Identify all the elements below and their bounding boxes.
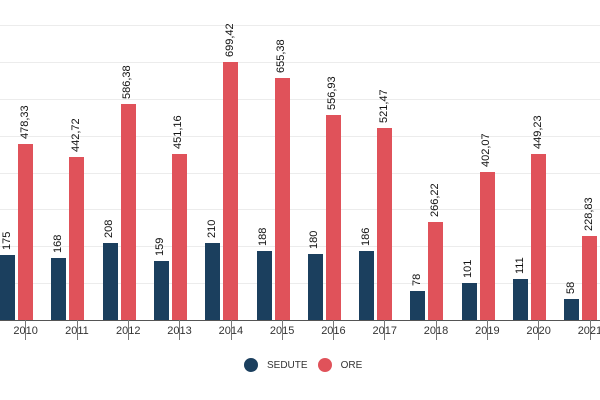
bar-ore[interactable] bbox=[274, 78, 290, 320]
gridline bbox=[0, 25, 600, 27]
bar-sedute[interactable] bbox=[410, 291, 426, 320]
data-label: 188 bbox=[257, 227, 269, 246]
data-label: 556,93 bbox=[326, 76, 339, 110]
x-axis-label: 2012 bbox=[116, 325, 141, 337]
data-label: 442,72 bbox=[69, 118, 82, 152]
legend-item-ore[interactable]: ORE bbox=[317, 358, 363, 372]
bar-sedute[interactable] bbox=[0, 255, 15, 320]
x-axis-tick bbox=[25, 320, 26, 340]
x-axis-tick bbox=[77, 320, 78, 340]
data-label: 168 bbox=[51, 234, 64, 254]
gridline bbox=[0, 246, 600, 248]
data-label: 451,16 bbox=[172, 115, 185, 149]
bar-ore[interactable] bbox=[223, 62, 239, 320]
x-axis-label: 2020 bbox=[526, 325, 551, 337]
bar-sedute[interactable] bbox=[205, 242, 221, 320]
data-label: 478,33 bbox=[18, 105, 31, 139]
x-axis-tick bbox=[590, 320, 591, 340]
x-axis-tick bbox=[179, 320, 180, 340]
x-axis-label: 2010 bbox=[13, 325, 38, 337]
data-label: 58 bbox=[564, 281, 577, 294]
x-axis-tick bbox=[538, 320, 539, 340]
bar-ore[interactable] bbox=[531, 154, 546, 320]
legend: SEDUTE ORE bbox=[244, 358, 372, 372]
gridline bbox=[0, 209, 600, 211]
gridline bbox=[0, 61, 600, 63]
bar-sedute[interactable] bbox=[51, 258, 67, 320]
bar-ore[interactable] bbox=[120, 103, 136, 320]
x-axis-label: 2021 bbox=[577, 325, 600, 337]
data-label: 699,42 bbox=[223, 23, 236, 58]
data-label: 228,83 bbox=[582, 196, 595, 231]
data-label: 449,23 bbox=[531, 115, 544, 150]
bar-ore[interactable] bbox=[377, 127, 393, 320]
x-axis-tick bbox=[333, 320, 334, 340]
bar-ore[interactable] bbox=[18, 143, 33, 320]
x-axis-label: 2019 bbox=[475, 325, 500, 337]
bar-ore[interactable] bbox=[325, 114, 341, 320]
x-axis-tick bbox=[487, 320, 488, 340]
data-label: 186 bbox=[359, 228, 372, 247]
data-label: 111 bbox=[513, 257, 526, 275]
bar-sedute[interactable] bbox=[564, 298, 580, 320]
data-label: 78 bbox=[410, 273, 423, 287]
x-axis-label: 2014 bbox=[218, 325, 244, 337]
bar-ore[interactable] bbox=[69, 156, 85, 320]
x-axis-label: 2011 bbox=[65, 325, 89, 337]
gridline bbox=[0, 135, 600, 137]
x-axis-label: 2017 bbox=[372, 325, 397, 337]
data-label: 180 bbox=[308, 230, 321, 249]
data-label: 101 bbox=[462, 259, 475, 278]
bar-sedute[interactable] bbox=[307, 253, 323, 320]
x-axis-tick bbox=[231, 320, 232, 340]
bar-ore[interactable] bbox=[428, 221, 444, 320]
x-axis-line bbox=[0, 320, 600, 321]
bar-ore[interactable] bbox=[171, 153, 187, 320]
x-axis-label: 2013 bbox=[167, 325, 192, 337]
bar-sedute[interactable] bbox=[461, 282, 477, 320]
bar-ore[interactable] bbox=[582, 235, 598, 320]
data-label: 586,38 bbox=[121, 65, 134, 99]
data-label: 266,22 bbox=[428, 183, 441, 217]
bar-sedute[interactable] bbox=[256, 250, 272, 320]
x-axis-label: 2018 bbox=[423, 325, 449, 337]
data-label: 175 bbox=[0, 232, 13, 251]
x-axis-tick bbox=[384, 320, 385, 340]
bar-ore[interactable] bbox=[479, 171, 495, 320]
gridline bbox=[0, 283, 600, 285]
data-label: 159 bbox=[154, 238, 167, 257]
x-axis-tick bbox=[282, 320, 283, 340]
data-label: 208 bbox=[103, 219, 116, 239]
bar-sedute[interactable] bbox=[102, 243, 118, 320]
x-axis-tick bbox=[436, 320, 437, 340]
gridline bbox=[0, 172, 600, 174]
legend-swatch-sedute-icon bbox=[244, 358, 258, 372]
bar-sedute[interactable] bbox=[359, 251, 375, 320]
x-axis-tick bbox=[128, 320, 129, 340]
data-label: 521,47 bbox=[377, 89, 390, 123]
legend-item-sedute[interactable]: SEDUTE bbox=[244, 358, 308, 372]
legend-label-ore: ORE bbox=[340, 359, 363, 371]
x-axis-label: 2015 bbox=[269, 325, 295, 337]
x-axis-label: 2016 bbox=[321, 325, 346, 337]
gridline bbox=[0, 98, 600, 100]
legend-label-sedute: SEDUTE bbox=[267, 359, 308, 371]
data-label: 402,07 bbox=[480, 133, 493, 167]
bar-sedute[interactable] bbox=[513, 279, 528, 320]
bar-sedute[interactable] bbox=[153, 261, 169, 320]
data-label: 655,38 bbox=[275, 39, 287, 74]
legend-swatch-ore-icon bbox=[317, 358, 332, 372]
data-label: 210 bbox=[205, 219, 218, 238]
